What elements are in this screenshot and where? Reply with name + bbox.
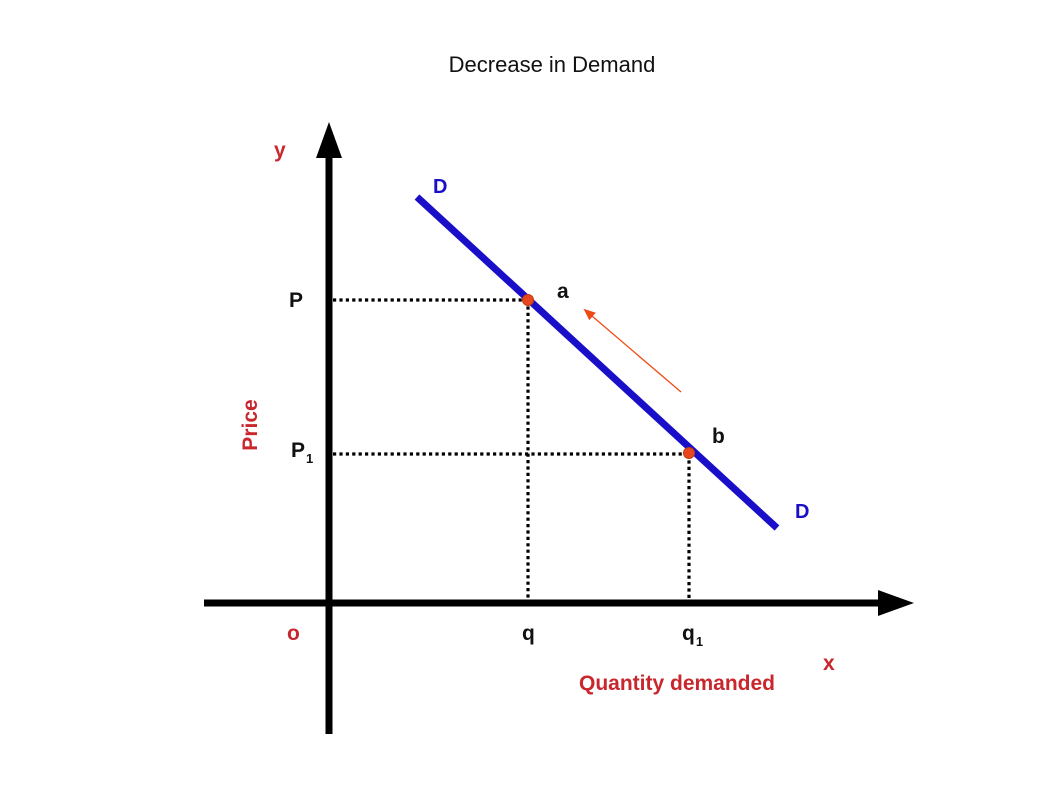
quantity-q-label: q: [522, 622, 535, 645]
x-axis-arrowhead: [878, 590, 914, 616]
y-axis-name: y: [274, 139, 286, 162]
x-axis-label: Quantity demanded: [579, 672, 775, 695]
point-a-marker: [522, 294, 534, 306]
price-p-label: P: [289, 289, 303, 312]
price-p1-label: P1: [291, 439, 313, 466]
y-axis-arrowhead: [316, 122, 342, 158]
movement-arrow: [583, 308, 682, 393]
chart-title: Decrease in Demand: [449, 52, 656, 77]
point-b-marker: [683, 447, 695, 459]
x-axis-name: x: [823, 652, 835, 675]
y-axis-label: Price: [239, 399, 262, 450]
origin-label: o: [287, 622, 300, 645]
curve-label-bottom: D: [795, 501, 809, 523]
point-b-label: b: [712, 425, 725, 448]
point-a-label: a: [557, 280, 569, 303]
demand-curve: [414, 194, 780, 531]
quantity-q1-label: q1: [682, 622, 703, 649]
curve-label-top: D: [433, 176, 447, 198]
